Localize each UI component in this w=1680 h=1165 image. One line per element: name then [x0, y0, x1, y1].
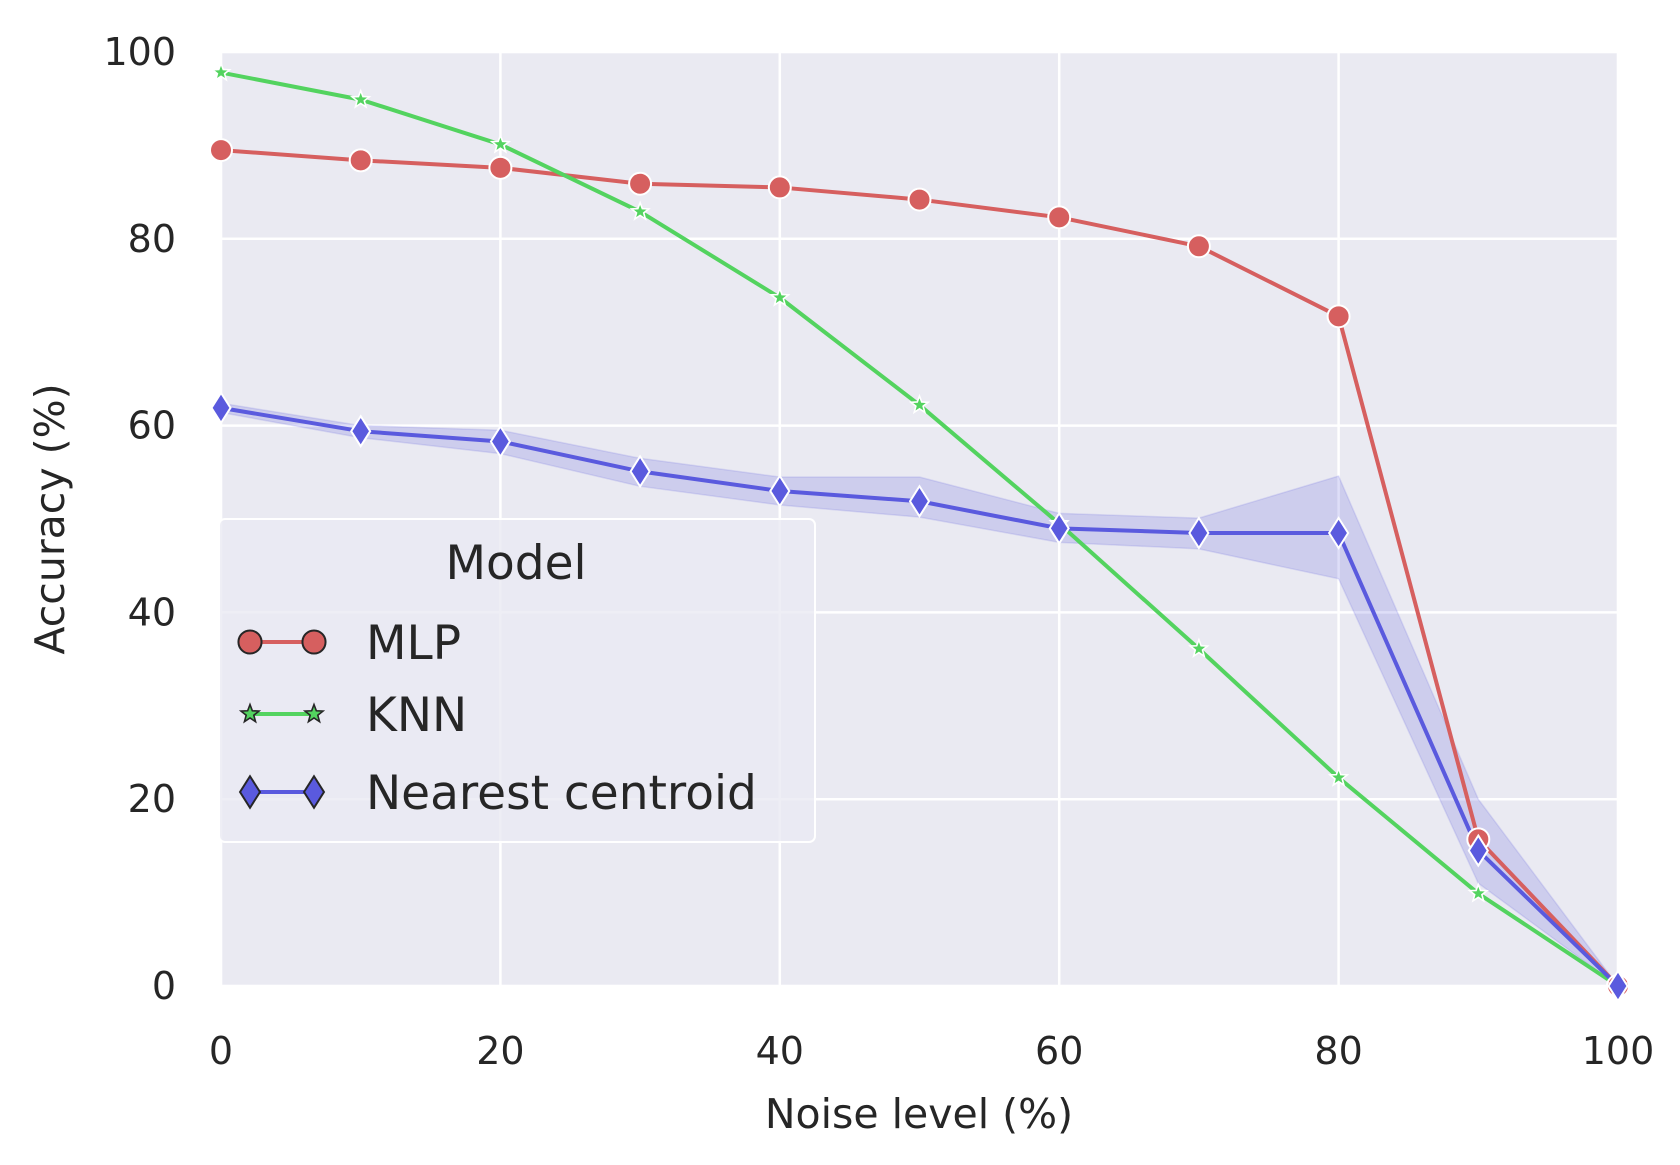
y-tick-label: 0	[152, 964, 176, 1008]
legend-frame	[218, 518, 816, 843]
data-point	[1327, 516, 1350, 550]
data-point	[629, 200, 651, 221]
data-point	[210, 390, 232, 425]
legend-title: Model	[445, 536, 586, 591]
data-point	[1467, 833, 1489, 868]
data-point	[769, 286, 791, 307]
legend-label: MLP	[366, 616, 461, 671]
legend-swatch-marker	[302, 774, 326, 810]
data-point	[489, 133, 512, 154]
data-point	[629, 454, 651, 489]
data-point	[1188, 516, 1210, 550]
data-point	[769, 474, 791, 508]
y-tick-label: 60	[128, 404, 176, 448]
data-point	[1327, 766, 1350, 787]
series-markers	[209, 61, 1630, 1003]
data-point	[767, 175, 792, 200]
y-tick-label: 20	[128, 777, 176, 821]
data-point	[1607, 969, 1629, 1003]
data-point	[488, 155, 513, 180]
data-point	[350, 414, 372, 449]
data-point	[1047, 205, 1072, 230]
data-point	[348, 148, 373, 173]
y-tick-label: 100	[103, 30, 176, 74]
data-point	[908, 484, 931, 519]
data-point	[907, 187, 932, 212]
data-point	[209, 138, 233, 163]
x-tick-label: 60	[1035, 1029, 1083, 1073]
legend-label: KNN	[366, 688, 467, 743]
confidence-band	[220, 402, 1619, 987]
y-tick-label: 40	[128, 590, 176, 634]
legend-label: Nearest centroid	[366, 766, 757, 821]
y-tick-labels: 0 20 40 60 80 100	[103, 30, 176, 1008]
data-point	[489, 424, 512, 459]
data-point	[210, 61, 232, 82]
x-tick-label: 100	[1582, 1029, 1655, 1073]
data-point	[908, 393, 931, 415]
legend-swatch-marker	[237, 629, 263, 655]
legend: Model MLP KNN Nearest centroid	[218, 518, 816, 843]
legend-swatch-marker	[238, 774, 262, 810]
data-point	[1186, 234, 1211, 259]
x-tick-label: 40	[756, 1029, 804, 1073]
y-axis-label: Accuracy (%)	[26, 383, 74, 654]
legend-swatch-marker	[238, 702, 262, 724]
data-point	[1188, 637, 1210, 658]
data-point	[1467, 882, 1490, 903]
confidence-bands	[220, 402, 1619, 987]
data-point	[1048, 511, 1070, 546]
legend-swatch-marker	[301, 629, 327, 655]
x-tick-labels: 0 20 40 60 80 100	[209, 1029, 1654, 1073]
x-axis-label: Noise level (%)	[765, 1090, 1073, 1138]
data-point	[628, 171, 653, 196]
x-tick-label: 0	[209, 1029, 233, 1073]
y-tick-label: 80	[128, 217, 176, 261]
legend-swatch-marker	[302, 702, 326, 724]
legend-entries: MLP KNN Nearest centroid	[237, 616, 757, 821]
data-point	[1326, 304, 1351, 329]
data-point	[349, 88, 372, 109]
x-tick-label: 80	[1314, 1029, 1362, 1073]
x-tick-label: 20	[476, 1029, 524, 1073]
